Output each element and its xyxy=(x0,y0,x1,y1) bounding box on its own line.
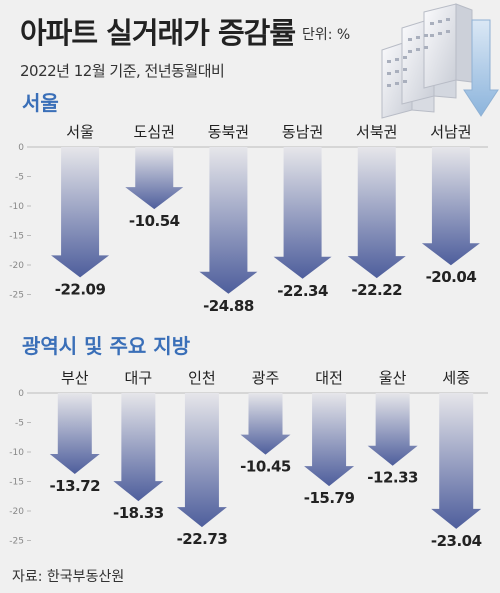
category-label: 동북권 xyxy=(208,123,249,141)
bar-arrow xyxy=(51,147,110,278)
y-tick-label: -25 xyxy=(9,537,24,547)
source-note: 자료: 한국부동산원 xyxy=(12,569,125,585)
y-tick-label: -10 xyxy=(9,448,24,458)
y-tick-label: -25 xyxy=(9,291,24,301)
category-label: 부산 xyxy=(61,369,89,387)
bar-arrow xyxy=(273,147,332,279)
category-label: 인천 xyxy=(188,369,216,387)
bar-arrow xyxy=(240,393,291,455)
y-tick-label: -10 xyxy=(9,202,24,212)
value-label: -20.04 xyxy=(426,268,477,286)
value-label: -23.04 xyxy=(431,532,482,550)
bar-arrow xyxy=(367,393,418,466)
bar-arrow xyxy=(199,147,258,294)
value-label: -22.22 xyxy=(351,281,402,299)
y-tick-label: -5 xyxy=(15,419,24,429)
y-tick-label: -5 xyxy=(15,173,24,183)
category-label: 동남권 xyxy=(282,123,323,141)
bar-arrow xyxy=(304,393,355,487)
category-label: 울산 xyxy=(379,369,407,387)
bar-arrow xyxy=(421,147,480,266)
y-tick-label: -15 xyxy=(9,478,24,488)
page-title: 아파트 실거래가 증감률 xyxy=(20,16,296,50)
value-label: -12.33 xyxy=(367,469,418,487)
chart-panel-1: 서울 0 -5 -10 -15 -20 -25 서울 -22.09 도심권 -10.54 동북권 -24… xyxy=(9,91,488,315)
value-label: -10.45 xyxy=(240,458,291,476)
bar-arrow xyxy=(49,393,100,474)
y-tick-label: -20 xyxy=(9,507,24,517)
unit-label: 단위: % xyxy=(302,27,351,43)
y-tick-label: -20 xyxy=(9,261,24,271)
category-label: 서남권 xyxy=(430,123,471,141)
category-label: 대구 xyxy=(125,369,153,387)
category-label: 서울 xyxy=(66,123,94,141)
chart-panel-2: 광역시 및 주요 지방 0 -5 -10 -15 -20 -25 부산 -13.72 대구 -18.… xyxy=(9,334,488,550)
subtitle: 2022년 12월 기준, 전년동월대비 xyxy=(20,62,225,80)
value-label: -22.73 xyxy=(177,530,228,548)
bar-arrow xyxy=(113,393,164,502)
value-label: -22.09 xyxy=(55,280,106,298)
value-label: -18.33 xyxy=(113,504,164,522)
value-label: -13.72 xyxy=(49,477,100,495)
category-label: 도심권 xyxy=(134,123,175,141)
bar-arrow xyxy=(347,147,406,279)
y-tick-label: -15 xyxy=(9,232,24,242)
section-title: 광역시 및 주요 지방 xyxy=(22,334,191,358)
y-tick-label: 0 xyxy=(18,389,24,399)
bar-arrow xyxy=(431,393,482,529)
bar-arrow xyxy=(176,393,227,528)
building-with-down-arrow-icon xyxy=(381,3,499,119)
bar-arrow xyxy=(125,147,184,210)
value-label: -24.88 xyxy=(203,297,254,315)
value-label: -15.79 xyxy=(304,489,355,507)
y-tick-label: 0 xyxy=(18,143,24,153)
category-label: 대전 xyxy=(315,369,343,387)
category-label: 서북권 xyxy=(356,123,397,141)
category-label: 세종 xyxy=(442,369,470,387)
value-label: -10.54 xyxy=(129,212,180,230)
value-label: -22.34 xyxy=(277,282,328,300)
category-label: 광주 xyxy=(252,369,280,387)
section-title: 서울 xyxy=(22,91,59,115)
